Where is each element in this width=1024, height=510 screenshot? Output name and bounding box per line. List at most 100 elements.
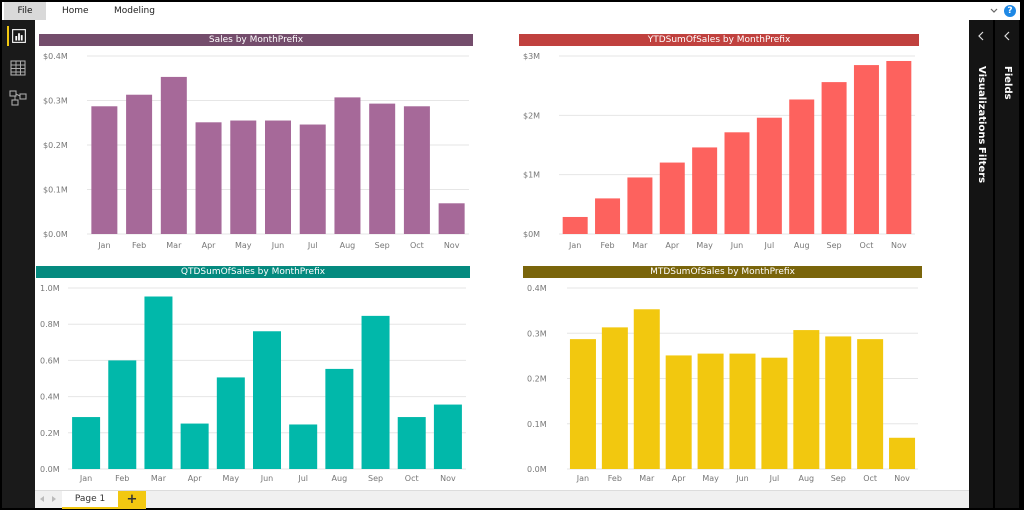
x-tick-label: Aug [332,474,348,483]
x-tick-label: Feb [115,474,129,483]
visualizations-label[interactable]: Visualizations [976,66,987,145]
ribbon: File Home Modeling ? [2,2,1020,20]
tab-modeling[interactable]: Modeling [114,6,155,16]
mtd-sales-chart[interactable]: 0.0M 0.1M 0.2M 0.3M 0.4M Jan Feb Mar Apr May Jun Ju… [523,266,922,490]
chart-plot: $0.0M $0.1M $0.2M $0.3M $0.4M Jan Feb Mar Apr May… [43,52,469,250]
bar-jun [265,120,291,234]
bar-nov [889,437,916,469]
x-tick-label: Apr [665,241,680,250]
report-canvas: $0.0M $0.1M $0.2M $0.3M $0.4M Jan Feb Mar Apr May… [35,20,969,490]
chart-title-bar: Sales by MonthPrefix [39,34,473,46]
x-tick-label: Mar [151,474,167,483]
x-tick-label: Aug [794,241,810,250]
tab-page-1[interactable]: Page 1 [62,491,118,509]
x-tick-label: Oct [410,241,424,250]
y-tick-label: $0.0M [43,230,68,239]
bar-apr [659,162,685,234]
bar-jul [299,124,326,234]
report-view-icon[interactable] [7,26,29,46]
bar-mar [633,309,660,469]
y-tick-label: 0.4M [40,393,60,402]
x-tick-label: Jun [260,474,274,483]
x-tick-label: Mar [166,241,182,250]
x-tick-label: Nov [894,474,910,483]
view-switcher [2,20,35,508]
x-tick-label: Jul [297,474,308,483]
x-tick-label: Jul [764,241,775,250]
y-tick-label: 0.3M [527,329,547,338]
filters-label[interactable]: Filters [976,147,987,184]
chevron-right-icon[interactable] [50,495,58,503]
tab-file[interactable]: File [4,2,46,20]
chevron-left-icon[interactable] [975,30,987,42]
bar-apr [180,423,209,469]
bar-jul [761,357,788,469]
bar-sep [369,103,396,235]
y-tick-label: 0.1M [527,420,547,429]
bar-aug [789,99,815,234]
add-page-button[interactable]: + [118,491,146,509]
x-tick-label: Oct [863,474,877,483]
chart-title: MTDSumOfSales by MonthPrefix [650,267,795,277]
bar-jan [569,339,596,469]
x-tick-label: Jul [769,474,780,483]
bar-oct [403,106,430,234]
x-tick-label: Aug [340,241,356,250]
bar-nov [433,404,462,469]
chevron-left-icon[interactable] [1001,30,1013,42]
bar-jul [756,117,782,234]
bar-sep [361,315,390,469]
x-tick-label: Feb [132,241,146,250]
x-tick-label: May [223,474,240,483]
x-tick-label: Jan [79,474,92,483]
x-tick-label: May [702,474,719,483]
bar-oct [397,417,426,469]
y-tick-label: 0.8M [40,320,60,329]
help-icon[interactable]: ? [1004,5,1016,17]
x-tick-label: Jan [576,474,589,483]
y-tick-label: $0.3M [43,97,68,106]
chart-title-bar: MTDSumOfSales by MonthPrefix [523,266,922,278]
y-tick-label: $1M [523,171,540,180]
bar-jan [562,216,588,234]
y-tick-label: 1.0M [40,284,60,293]
bar-feb [108,360,137,469]
bar-feb [126,94,153,234]
visualizations-pane-collapsed[interactable]: Visualizations Filters [969,20,993,508]
chevron-down-icon[interactable] [988,5,1000,17]
x-tick-label: Jan [97,241,110,250]
bar-jun [724,132,750,234]
bar-aug [334,97,361,234]
y-tick-label: 0.2M [527,375,547,384]
y-tick-label: $0.1M [43,186,68,195]
chevron-left-icon[interactable] [38,495,46,503]
right-pane: Visualizations Filters Fields [969,20,1022,508]
y-tick-label: 0.6M [40,356,60,365]
bar-oct [853,65,879,234]
sales-chart[interactable]: $0.0M $0.1M $0.2M $0.3M $0.4M Jan Feb Mar Apr May… [39,34,473,264]
y-tick-label: 0.0M [40,465,60,474]
bar-jun [253,331,281,469]
ytd-sales-chart[interactable]: $0M $1M $2M $3M Jan Feb Mar Apr May Jun Jul Aug Sep O… [519,34,919,264]
fields-label[interactable]: Fields [1002,66,1013,100]
x-tick-label: Aug [799,474,815,483]
fields-pane-collapsed[interactable]: Fields [995,20,1019,508]
x-tick-label: Mar [639,474,655,483]
x-tick-label: Nov [444,241,460,250]
y-tick-label: 0.4M [527,284,547,293]
x-tick-label: Jun [271,241,285,250]
chart-plot: $0M $1M $2M $3M Jan Feb Mar Apr May Jun Jul Aug Sep O… [523,52,915,250]
bar-apr [195,122,222,234]
chart-plot: 0.0M 0.2M 0.4M 0.6M 0.8M 1.0M Jan Feb Mar Apr May J… [40,284,466,483]
tab-home[interactable]: Home [62,6,89,16]
data-view-icon[interactable] [7,58,29,78]
bar-apr [665,355,692,469]
bar-may [230,120,257,234]
x-tick-label: Jun [735,474,749,483]
bar-jul [289,424,318,469]
bar-mar [144,296,173,469]
bar-may [692,147,718,234]
bar-aug [793,330,820,469]
qtd-sales-chart[interactable]: 0.0M 0.2M 0.4M 0.6M 0.8M 1.0M Jan Feb Mar Apr May J… [36,266,470,490]
relationships-view-icon[interactable] [7,88,29,108]
